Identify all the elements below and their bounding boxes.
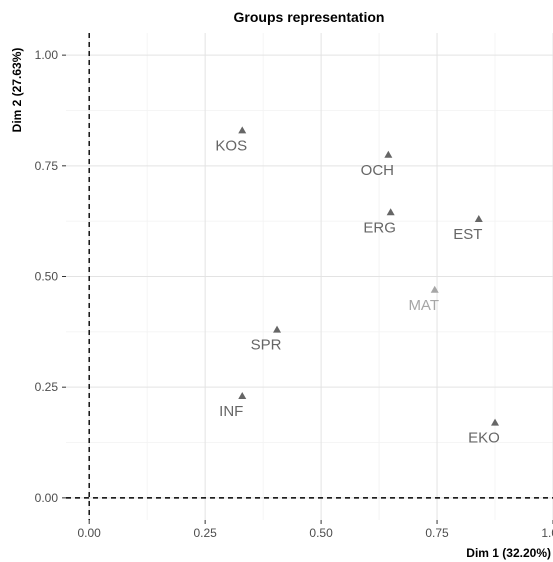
- y-tick-label: 0.75: [35, 159, 59, 173]
- point-marker-spr: [273, 325, 282, 333]
- grid: [66, 33, 553, 520]
- chart-title: Groups representation: [234, 9, 385, 25]
- point-label-inf: INF: [219, 403, 243, 420]
- x-tick-label: 1.00: [541, 526, 553, 540]
- point-marker-mat: [430, 285, 439, 293]
- data-points: [238, 126, 500, 426]
- reference-lines: [66, 33, 553, 520]
- point-label-mat: MAT: [408, 297, 439, 314]
- y-tick-label: 0.50: [35, 270, 59, 284]
- x-axis-title: Dim 1 (32.20%): [466, 546, 551, 560]
- point-label-est: EST: [453, 226, 482, 243]
- y-tick-label: 0.00: [35, 491, 59, 505]
- point-label-kos: KOS: [215, 137, 247, 154]
- point-label-och: OCH: [361, 162, 394, 179]
- point-marker-inf: [238, 392, 247, 400]
- x-tick-label: 0.75: [425, 526, 449, 540]
- point-label-erg: ERG: [363, 219, 396, 236]
- y-tick-label: 0.25: [35, 380, 59, 394]
- point-marker-erg: [386, 208, 395, 216]
- point-marker-och: [384, 150, 393, 158]
- point-marker-kos: [238, 126, 247, 134]
- point-label-spr: SPR: [251, 337, 282, 354]
- x-tick-label: 0.00: [78, 526, 102, 540]
- x-axis-ticks: 0.00 0.25 0.50 0.75 1.00: [78, 520, 553, 540]
- y-tick-label: 1.00: [35, 48, 59, 62]
- point-label-eko: EKO: [468, 430, 500, 447]
- x-tick-label: 0.25: [193, 526, 217, 540]
- point-labels: KOS OCH ERG EST MAT SPR INF EKO: [215, 137, 499, 446]
- x-tick-label: 0.50: [309, 526, 333, 540]
- point-marker-est: [474, 214, 483, 222]
- y-axis-title: Dim 2 (27.63%): [10, 48, 24, 133]
- y-axis-ticks: 0.00 0.25 0.50 0.75 1.00: [35, 48, 66, 505]
- point-marker-eko: [491, 418, 500, 426]
